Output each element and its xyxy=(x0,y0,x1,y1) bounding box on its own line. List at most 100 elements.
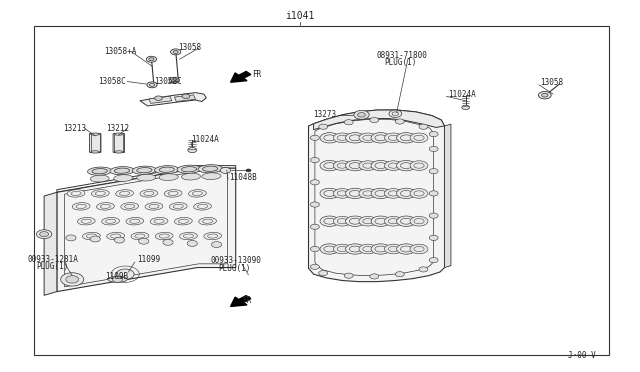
Ellipse shape xyxy=(359,133,377,142)
Circle shape xyxy=(115,237,125,243)
Ellipse shape xyxy=(193,203,211,210)
Circle shape xyxy=(139,238,149,244)
Text: 13273: 13273 xyxy=(314,110,337,119)
Ellipse shape xyxy=(346,160,365,171)
Circle shape xyxy=(429,213,438,218)
Ellipse shape xyxy=(371,188,390,199)
Ellipse shape xyxy=(397,244,416,254)
Polygon shape xyxy=(308,110,445,282)
Circle shape xyxy=(66,235,76,241)
Circle shape xyxy=(211,241,221,247)
Ellipse shape xyxy=(182,167,196,172)
Ellipse shape xyxy=(150,218,168,225)
Circle shape xyxy=(147,56,157,62)
Ellipse shape xyxy=(346,133,365,143)
Ellipse shape xyxy=(333,244,351,254)
Circle shape xyxy=(147,82,157,88)
Ellipse shape xyxy=(333,133,351,142)
Ellipse shape xyxy=(346,244,365,254)
Ellipse shape xyxy=(320,244,339,254)
Circle shape xyxy=(429,235,438,240)
Ellipse shape xyxy=(359,189,377,198)
Ellipse shape xyxy=(132,166,157,174)
Circle shape xyxy=(541,93,548,97)
Ellipse shape xyxy=(189,190,206,197)
Ellipse shape xyxy=(77,218,95,225)
Circle shape xyxy=(310,264,319,269)
Ellipse shape xyxy=(371,160,390,171)
Circle shape xyxy=(396,119,404,124)
Ellipse shape xyxy=(320,160,339,171)
Ellipse shape xyxy=(114,175,133,182)
Circle shape xyxy=(170,77,179,83)
Ellipse shape xyxy=(92,169,108,174)
Polygon shape xyxy=(445,124,451,267)
Ellipse shape xyxy=(202,173,221,180)
Ellipse shape xyxy=(182,173,200,180)
Circle shape xyxy=(310,157,319,163)
Ellipse shape xyxy=(90,175,109,182)
Ellipse shape xyxy=(170,203,187,210)
Ellipse shape xyxy=(410,244,428,254)
Circle shape xyxy=(188,147,196,153)
Ellipse shape xyxy=(91,133,100,135)
Text: 13212: 13212 xyxy=(106,124,129,133)
Ellipse shape xyxy=(371,244,390,254)
Text: PLUG(1): PLUG(1) xyxy=(36,262,68,271)
Ellipse shape xyxy=(126,218,144,225)
Text: 08931-71800: 08931-71800 xyxy=(376,51,427,60)
Text: 11024A: 11024A xyxy=(448,90,476,99)
Text: J·00 V: J·00 V xyxy=(568,351,596,360)
Circle shape xyxy=(419,124,428,129)
Ellipse shape xyxy=(92,190,109,197)
Ellipse shape xyxy=(91,151,100,153)
Ellipse shape xyxy=(202,166,218,171)
Ellipse shape xyxy=(115,151,124,153)
Circle shape xyxy=(149,58,154,61)
Ellipse shape xyxy=(397,216,416,227)
Ellipse shape xyxy=(137,168,152,173)
Text: FR: FR xyxy=(242,296,252,305)
Ellipse shape xyxy=(385,133,403,142)
Ellipse shape xyxy=(410,161,428,170)
Polygon shape xyxy=(314,110,445,130)
Circle shape xyxy=(538,92,551,99)
Ellipse shape xyxy=(164,190,182,197)
Circle shape xyxy=(310,246,319,251)
Circle shape xyxy=(429,191,438,196)
Polygon shape xyxy=(57,166,236,192)
Text: 11024A: 11024A xyxy=(191,135,219,144)
Circle shape xyxy=(173,50,178,53)
Ellipse shape xyxy=(397,188,416,199)
Ellipse shape xyxy=(359,217,377,226)
Ellipse shape xyxy=(359,244,377,254)
Text: 13058: 13058 xyxy=(178,42,202,51)
Ellipse shape xyxy=(320,216,339,227)
Ellipse shape xyxy=(156,232,173,240)
Ellipse shape xyxy=(397,133,416,143)
FancyBboxPatch shape xyxy=(113,134,125,153)
Circle shape xyxy=(155,96,163,100)
Ellipse shape xyxy=(159,167,174,172)
Ellipse shape xyxy=(410,217,428,226)
Text: 11048B: 11048B xyxy=(229,173,257,182)
Circle shape xyxy=(66,276,79,283)
FancyArrow shape xyxy=(230,71,251,82)
Ellipse shape xyxy=(410,189,428,198)
Circle shape xyxy=(310,180,319,185)
Ellipse shape xyxy=(115,168,130,173)
Ellipse shape xyxy=(116,190,134,197)
Polygon shape xyxy=(174,95,195,102)
Ellipse shape xyxy=(333,161,351,170)
Ellipse shape xyxy=(180,232,197,240)
Circle shape xyxy=(90,236,100,242)
Ellipse shape xyxy=(67,190,85,197)
Circle shape xyxy=(429,132,438,137)
Ellipse shape xyxy=(346,188,365,199)
Circle shape xyxy=(319,270,328,276)
Circle shape xyxy=(116,269,134,279)
Ellipse shape xyxy=(131,232,149,240)
Polygon shape xyxy=(149,96,172,103)
Text: 11099: 11099 xyxy=(137,255,160,264)
Circle shape xyxy=(246,169,251,172)
